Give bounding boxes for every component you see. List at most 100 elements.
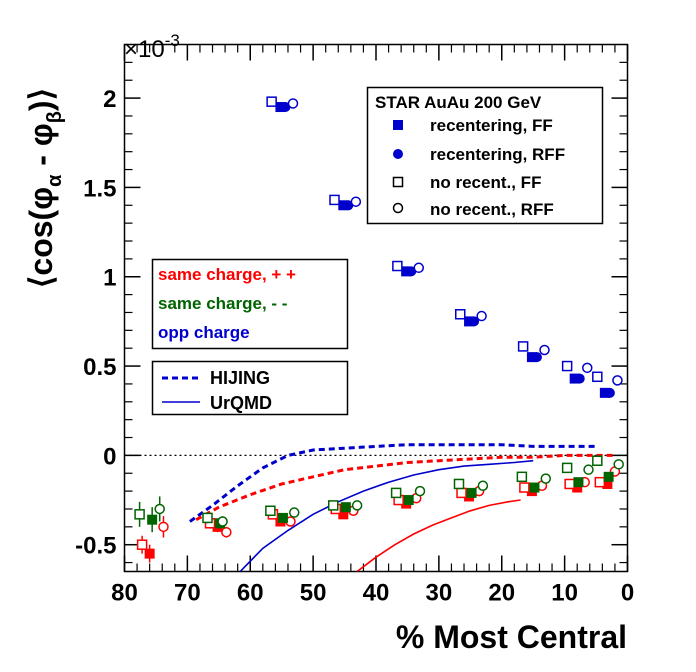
legend-main: STAR AuAu 200 GeV recentering, FF recent… (366, 86, 604, 225)
model-curve-urqmd (356, 499, 521, 572)
data-point-filled-circle (604, 387, 615, 398)
data-point-filled-square (529, 482, 540, 493)
legend-entry-2: recentering, RFF (430, 145, 565, 164)
data-point-open-square (136, 539, 148, 550)
data-point-open-circle (351, 500, 363, 511)
y-tick-label: 1 (103, 265, 116, 292)
data-point-open-circle (221, 526, 232, 538)
data-point-filled-square (603, 471, 614, 482)
x-tick-label: 70 (174, 580, 201, 607)
data-point-filled-square (338, 509, 349, 520)
data-point-open-circle (613, 459, 624, 470)
data-point-open-circle (154, 503, 165, 515)
legend-entry-1: recentering, FF (430, 116, 553, 135)
model-curve-urqmd (239, 459, 534, 572)
legend-entry-3: no recent., FF (430, 173, 541, 192)
data-point-open-square (561, 360, 573, 372)
data-point-open-square (561, 462, 573, 474)
data-point-open-square (265, 505, 276, 517)
data-point-open-square (202, 512, 213, 524)
x-tick-label: 40 (363, 580, 390, 607)
data-point-open-square (564, 478, 575, 490)
legend-model-urqmd: UrQMD (210, 393, 272, 413)
data-point-open-circle (476, 310, 487, 322)
data-point-filled-square (340, 502, 351, 513)
data-point-filled-square (403, 495, 414, 506)
x-tick-label: 20 (488, 580, 515, 607)
data-point-filled-square (466, 487, 477, 498)
y-scale-factor: ×10-3 (124, 31, 180, 63)
data-point-open-square (592, 455, 603, 466)
data-point-open-circle (289, 507, 300, 518)
data-point-open-square (592, 371, 603, 383)
data-point-open-circle (477, 480, 489, 492)
model-curves (189, 443, 615, 572)
legend-marker-open-square (392, 176, 404, 188)
data-point-filled-circle (469, 316, 480, 327)
data-point-filled-square (526, 352, 537, 363)
data-point-open-square (134, 509, 145, 520)
data-point-open-circle (582, 362, 593, 374)
data-point-open-square (519, 482, 530, 493)
data-point-open-square (329, 194, 340, 206)
data-point-open-circle (158, 521, 169, 533)
x-tick-label: 30 (426, 580, 453, 607)
data-point-open-circle (612, 375, 623, 386)
data-point-filled-square (144, 548, 155, 559)
y-tick-label: 2 (103, 86, 116, 113)
data-point-filled-square (464, 316, 475, 327)
data-point-open-square (456, 487, 467, 499)
x-tick-label: 10 (551, 580, 578, 607)
data-point-filled-square (147, 514, 158, 525)
y-tick-label: 0 (103, 443, 116, 470)
legend-entry-4: no recent., RFF (430, 200, 554, 219)
data-point-open-circle (217, 516, 228, 527)
legend-marker-filled-circle (393, 149, 403, 159)
data-point-open-square (594, 476, 606, 488)
legend-model-hijing: HIJING (210, 368, 270, 388)
data-point-open-circle (413, 262, 425, 274)
legend-charge-same-mm: same charge, - - (158, 294, 287, 313)
x-tick-label: 50 (300, 580, 327, 607)
legend-marker-open-circle (392, 202, 404, 214)
data-point-filled-square (569, 373, 580, 384)
data-point-filled-square (573, 477, 584, 488)
data-point-open-square (516, 471, 528, 483)
x-tick-label: 0 (621, 580, 634, 607)
x-tick-label: 60 (237, 580, 264, 607)
data-point-open-square (327, 500, 339, 511)
data-point-open-square (266, 96, 277, 107)
data-point-filled-circle (531, 352, 542, 363)
data-point-filled-circle (574, 373, 585, 384)
x-tick-label: 80 (111, 580, 138, 607)
data-point-open-square (453, 478, 465, 490)
y-tick-label: 1.5 (83, 175, 116, 202)
data-point-filled-square (602, 478, 613, 489)
data-point-filled-square (277, 512, 288, 523)
legend-charge-same-pp: same charge, + + (158, 265, 296, 284)
data-point-open-circle (539, 344, 550, 356)
legend-model: HIJING UrQMD (151, 360, 349, 416)
data-point-filled-square (401, 266, 412, 277)
data-point-open-circle (414, 485, 426, 497)
data-point-open-circle (583, 464, 594, 475)
legend-title: STAR AuAu 200 GeV (375, 93, 542, 112)
data-point-open-square (392, 260, 403, 272)
x-axis-title: % Most Central (396, 619, 627, 655)
axis-ticks: 80 70 60 50 40 30 20 10 0 -0.5 0 0.5 1 1.5 2 (75, 44, 634, 607)
legend-charge-opp: opp charge (158, 323, 250, 342)
data-point-open-circle (540, 473, 552, 484)
legend-marker-filled-square (393, 120, 403, 130)
data-point-filled-square (599, 387, 610, 398)
data-point-open-square (517, 341, 529, 352)
model-curve-hijing (195, 453, 615, 522)
data-point-open-square (390, 487, 402, 499)
data-point-filled-square (572, 482, 583, 493)
data-point-open-circle (350, 196, 362, 207)
legend-charge: same charge, + + same charge, - - opp ch… (151, 258, 349, 350)
data-point-open-square (455, 309, 466, 320)
y-tick-label: -0.5 (75, 533, 116, 560)
data-points (134, 96, 624, 563)
model-curve-hijing (189, 443, 597, 523)
